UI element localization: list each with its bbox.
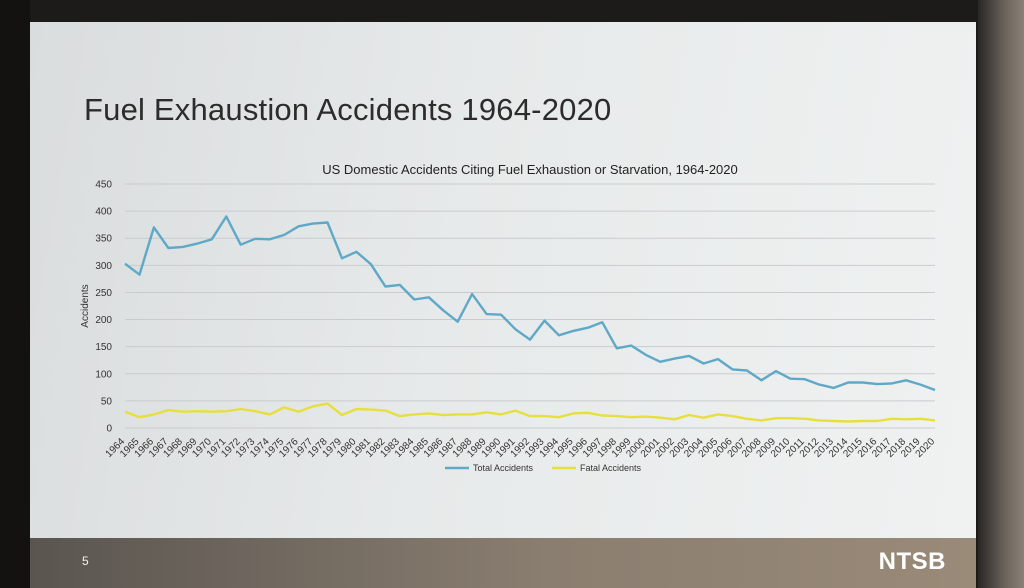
legend-label: Total Accidents	[473, 463, 534, 473]
slide-title: Fuel Exhaustion Accidents 1964-2020	[84, 92, 612, 127]
y-tick-label: 100	[95, 369, 112, 380]
legend-label: Fatal Accidents	[580, 463, 642, 473]
y-tick-label: 450	[95, 180, 112, 191]
y-tick-label: 250	[95, 288, 112, 299]
chart-title: US Domestic Accidents Citing Fuel Exhaus…	[322, 162, 738, 177]
y-tick-label: 300	[95, 261, 112, 272]
y-tick-label: 200	[95, 315, 112, 326]
presentation-slide: Fuel Exhaustion Accidents 1964-2020 US D…	[30, 22, 976, 588]
line-chart: US Domestic Accidents Citing Fuel Exhaus…	[80, 162, 937, 473]
y-tick-label: 50	[101, 396, 113, 407]
series-line	[124, 402, 936, 423]
page-number: 5	[82, 554, 89, 568]
ntsb-logo: NTSB	[878, 548, 946, 575]
slide-footer: 5 NTSB	[30, 538, 976, 588]
y-tick-label: 150	[95, 342, 112, 353]
room-background-right	[978, 0, 1024, 588]
room-background-left	[0, 0, 30, 588]
y-tick-label: 350	[95, 234, 112, 245]
y-axis-label: Accidents	[80, 284, 91, 327]
y-tick-label: 0	[106, 424, 112, 435]
y-tick-label: 400	[95, 207, 112, 218]
series-line	[124, 215, 936, 392]
